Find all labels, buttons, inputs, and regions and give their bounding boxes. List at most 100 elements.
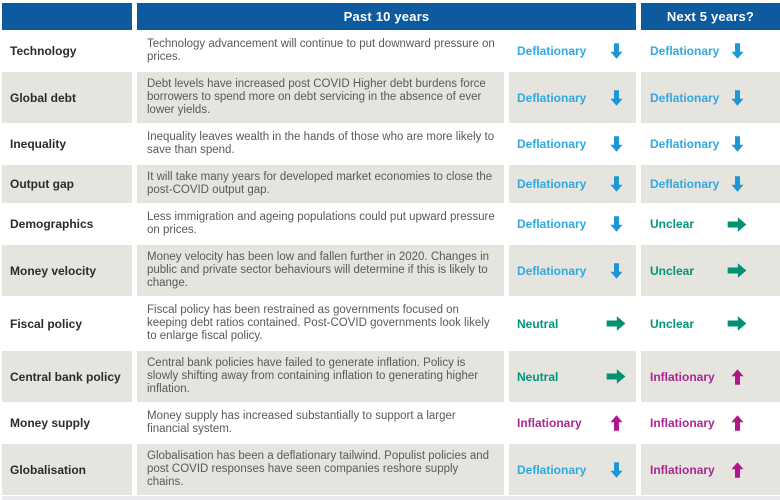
past-status-label: Deflationary	[517, 137, 587, 151]
up-arrow-icon	[731, 461, 744, 478]
row-category: Money supply	[2, 404, 132, 442]
next-5-years-status: Deflationary	[641, 32, 780, 70]
past-status-label: Inflationary	[517, 416, 582, 430]
row-category: Fiscal policy	[2, 298, 132, 349]
right-arrow-icon	[727, 216, 747, 232]
category-label: Fiscal policy	[10, 316, 83, 331]
next-5-years-status: Unclear	[641, 298, 780, 349]
next-status-label: Deflationary	[650, 137, 720, 151]
row-description: Globalisation has been a deflationary ta…	[137, 444, 504, 495]
past-10-years-status: Neutral	[509, 298, 636, 349]
next-status-label: Inflationary	[650, 416, 715, 430]
row-category: Inequality	[2, 125, 132, 163]
next-5-years-status: Deflationary	[641, 125, 780, 163]
category-label: Money supply	[10, 416, 91, 430]
header-category-cell	[2, 3, 132, 30]
description-text: It will take many years for developed ma…	[147, 171, 493, 196]
bottom-edge-strip	[2, 496, 780, 500]
next-5-years-status: Unclear	[641, 205, 780, 243]
row-category: Money velocity	[2, 245, 132, 296]
past-status-label: Neutral	[517, 316, 559, 331]
category-label: Globalisation	[10, 462, 87, 477]
header-past-10-years: Past 10 years	[137, 3, 636, 30]
row-description: Technology advancement will continue to …	[137, 32, 504, 70]
next-status-label: Unclear	[650, 316, 695, 331]
up-arrow-icon	[610, 415, 623, 431]
row-category: Central bank policy	[2, 351, 132, 402]
past-10-years-status: Deflationary	[509, 72, 636, 123]
past-status-label: Deflationary	[517, 90, 587, 105]
next-5-years-status: Deflationary	[641, 165, 780, 203]
description-text: Inequality leaves wealth in the hands of…	[147, 131, 495, 156]
past-status-label: Deflationary	[517, 462, 587, 477]
past-10-years-status: Deflationary	[509, 32, 636, 70]
down-arrow-icon	[731, 176, 744, 192]
category-label: Demographics	[10, 217, 94, 231]
past-status-label: Neutral	[517, 369, 559, 384]
past-10-years-status: Deflationary	[509, 125, 636, 163]
past-status-label: Deflationary	[517, 44, 587, 58]
row-description: It will take many years for developed ma…	[137, 165, 504, 203]
category-label: Output gap	[10, 177, 74, 191]
right-arrow-icon	[727, 316, 747, 331]
next-status-label: Unclear	[650, 217, 695, 231]
header-next-label: Next 5 years?	[666, 9, 755, 24]
next-status-label: Inflationary	[650, 462, 715, 477]
row-description: Money velocity has been low and fallen f…	[137, 245, 504, 296]
next-status-label: Inflationary	[650, 369, 715, 384]
next-status-label: Unclear	[650, 263, 695, 278]
next-status-label: Deflationary	[650, 177, 720, 191]
row-description: Money supply has increased substantially…	[137, 404, 504, 442]
right-arrow-icon	[727, 263, 747, 278]
description-text: Fiscal policy has been restrained as gov…	[147, 304, 490, 342]
past-10-years-status: Inflationary	[509, 404, 636, 442]
past-status-label: Deflationary	[517, 177, 587, 191]
description-text: Central bank policies have failed to gen…	[147, 357, 479, 395]
description-text: Money supply has increased substantially…	[147, 410, 456, 435]
next-5-years-status: Unclear	[641, 245, 780, 296]
next-5-years-status: Inflationary	[641, 404, 780, 442]
description-text: Debt levels have increased post COVID Hi…	[147, 78, 486, 116]
description-text: Globalisation has been a deflationary ta…	[147, 450, 490, 488]
row-description: Less immigration and ageing populations …	[137, 205, 504, 243]
row-description: Inequality leaves wealth in the hands of…	[137, 125, 504, 163]
next-status-label: Deflationary	[650, 90, 720, 105]
row-category: Global debt	[2, 72, 132, 123]
past-10-years-status: Deflationary	[509, 165, 636, 203]
up-arrow-icon	[731, 415, 744, 431]
past-10-years-status: Neutral	[509, 351, 636, 402]
category-label: Money velocity	[10, 263, 97, 278]
category-label: Technology	[10, 44, 77, 58]
down-arrow-icon	[610, 136, 623, 152]
down-arrow-icon	[610, 216, 623, 232]
row-description: Debt levels have increased post COVID Hi…	[137, 72, 504, 123]
past-10-years-status: Deflationary	[509, 444, 636, 495]
next-5-years-status: Inflationary	[641, 351, 780, 402]
row-category: Globalisation	[2, 444, 132, 495]
down-arrow-icon	[731, 89, 744, 106]
next-status-label: Deflationary	[650, 44, 720, 58]
row-description: Central bank policies have failed to gen…	[137, 351, 504, 402]
down-arrow-icon	[610, 89, 623, 106]
header-past-label: Past 10 years	[343, 9, 430, 24]
category-label: Global debt	[10, 90, 76, 105]
category-label: Inequality	[10, 137, 67, 151]
up-arrow-icon	[731, 368, 744, 385]
down-arrow-icon	[610, 43, 623, 59]
past-status-label: Deflationary	[517, 263, 587, 278]
past-10-years-status: Deflationary	[509, 205, 636, 243]
header-next-5-years: Next 5 years?	[641, 3, 780, 30]
down-arrow-icon	[731, 43, 744, 59]
past-status-label: Deflationary	[517, 217, 587, 231]
right-arrow-icon	[606, 316, 626, 331]
next-5-years-status: Deflationary	[641, 72, 780, 123]
down-arrow-icon	[731, 136, 744, 152]
row-description: Fiscal policy has been restrained as gov…	[137, 298, 504, 349]
description-text: Less immigration and ageing populations …	[147, 211, 495, 236]
down-arrow-icon	[610, 461, 623, 478]
right-arrow-icon	[606, 369, 626, 384]
down-arrow-icon	[610, 176, 623, 192]
past-10-years-status: Deflationary	[509, 245, 636, 296]
next-5-years-status: Inflationary	[641, 444, 780, 495]
